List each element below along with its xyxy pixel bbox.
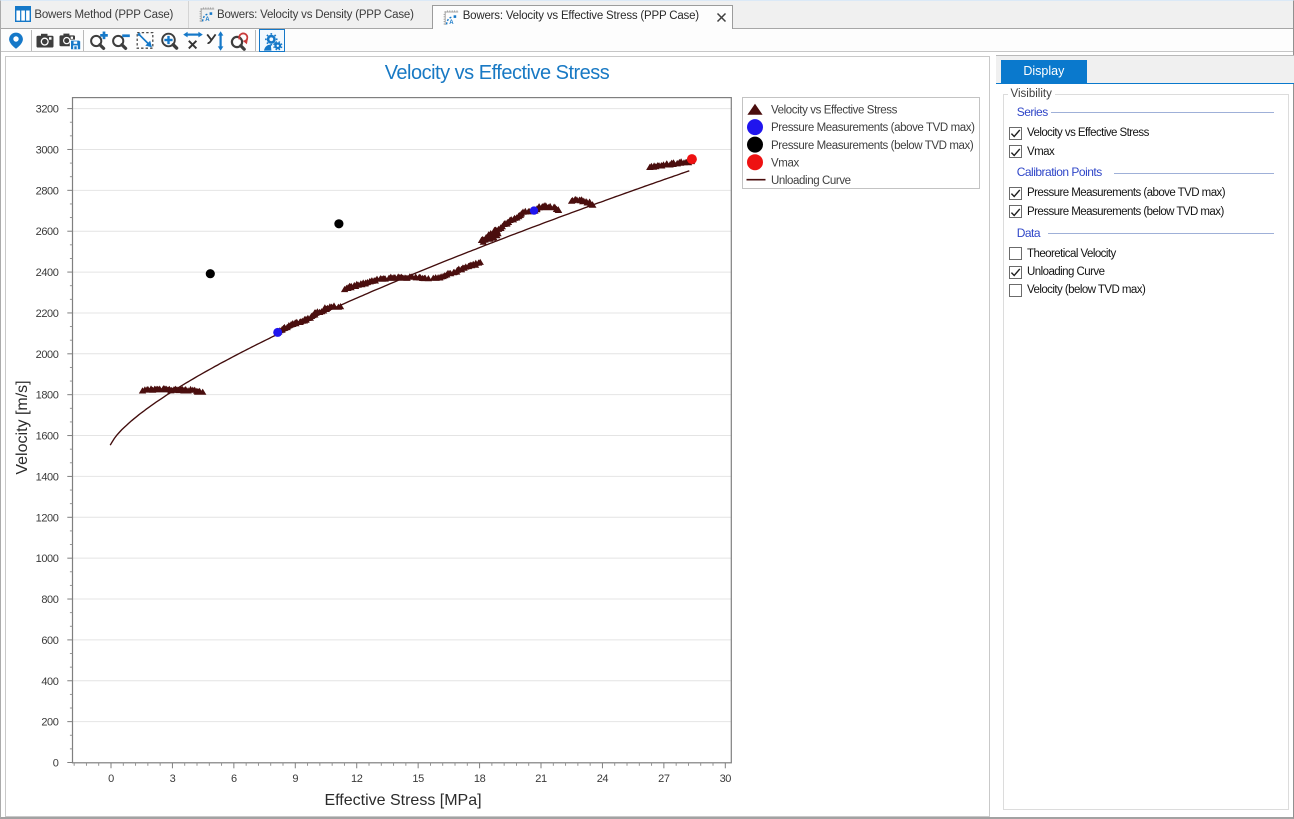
svg-text:1400: 1400 bbox=[36, 471, 59, 483]
svg-text:1000: 1000 bbox=[36, 553, 59, 565]
svg-text:Velocity vs Effective Stress: Velocity vs Effective Stress bbox=[771, 105, 898, 117]
svg-text:600: 600 bbox=[41, 635, 58, 647]
svg-text:3: 3 bbox=[170, 773, 176, 785]
svg-text:6: 6 bbox=[231, 773, 237, 785]
svg-text:3200: 3200 bbox=[36, 104, 59, 116]
svg-text:0: 0 bbox=[108, 773, 114, 785]
svg-text:A: A bbox=[205, 17, 210, 23]
svg-text:Velocity [m/s]: Velocity [m/s] bbox=[14, 380, 31, 474]
svg-text:200: 200 bbox=[41, 717, 58, 729]
svg-text:2600: 2600 bbox=[36, 226, 59, 238]
svg-text:Pressure Measurements (above T: Pressure Measurements (above TVD max) bbox=[771, 122, 975, 134]
svg-text:0: 0 bbox=[53, 758, 59, 770]
svg-text:2200: 2200 bbox=[36, 308, 59, 320]
svg-text:2400: 2400 bbox=[36, 267, 59, 279]
svg-text:Unloading Curve: Unloading Curve bbox=[771, 175, 851, 187]
svg-text:1200: 1200 bbox=[36, 512, 59, 524]
svg-text:12: 12 bbox=[351, 773, 363, 785]
svg-text:1600: 1600 bbox=[36, 431, 59, 443]
svg-text:30: 30 bbox=[720, 773, 732, 785]
svg-text:1800: 1800 bbox=[36, 390, 59, 402]
svg-text:21: 21 bbox=[535, 773, 547, 785]
svg-text:Pressure Measurements (below T: Pressure Measurements (below TVD max) bbox=[771, 140, 974, 152]
svg-text:2000: 2000 bbox=[36, 349, 59, 361]
svg-text:400: 400 bbox=[41, 676, 58, 688]
svg-text:Effective Stress [MPa]: Effective Stress [MPa] bbox=[324, 792, 481, 809]
svg-text:18: 18 bbox=[474, 773, 486, 785]
svg-text:Velocity vs Effective Stress: Velocity vs Effective Stress bbox=[385, 62, 610, 84]
svg-text:800: 800 bbox=[41, 594, 58, 606]
svg-text:27: 27 bbox=[658, 773, 670, 785]
svg-text:2800: 2800 bbox=[36, 185, 59, 197]
svg-text:3000: 3000 bbox=[36, 144, 59, 156]
svg-text:Vmax: Vmax bbox=[771, 157, 799, 169]
svg-text:15: 15 bbox=[412, 773, 424, 785]
svg-text:24: 24 bbox=[597, 773, 609, 785]
svg-text:9: 9 bbox=[292, 773, 298, 785]
svg-text:A: A bbox=[449, 20, 454, 26]
